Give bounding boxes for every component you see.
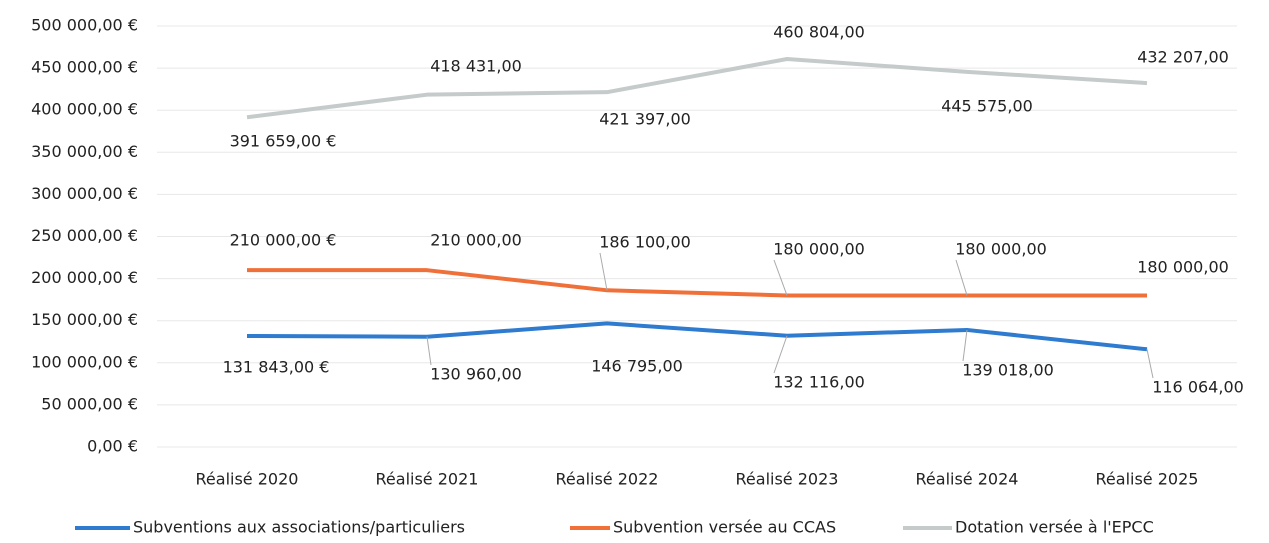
leader-line bbox=[773, 335, 788, 374]
data-label: 116 064,00 bbox=[1152, 378, 1244, 397]
data-label: 432 207,00 bbox=[1137, 48, 1229, 67]
data-label: 186 100,00 bbox=[599, 233, 691, 252]
y-tick-label: 350 000,00 € bbox=[31, 142, 138, 161]
legend-label: Dotation versée à l'EPCC bbox=[955, 518, 1154, 537]
y-tick-label: 300 000,00 € bbox=[31, 184, 138, 203]
series-line bbox=[246, 57, 1148, 120]
data-label: 180 000,00 bbox=[1137, 258, 1229, 277]
data-label: 139 018,00 bbox=[962, 361, 1054, 380]
legend-label: Subvention versée au CCAS bbox=[613, 518, 836, 537]
y-tick-label: 500 000,00 € bbox=[31, 16, 138, 35]
y-tick-label: 100 000,00 € bbox=[31, 352, 138, 371]
y-tick-label: 450 000,00 € bbox=[31, 58, 138, 77]
leader-line bbox=[955, 259, 968, 296]
y-tick-label: 50 000,00 € bbox=[41, 394, 138, 413]
leader-line bbox=[773, 259, 788, 296]
data-label: 180 000,00 bbox=[955, 240, 1047, 259]
legend-label: Subventions aux associations/particulier… bbox=[133, 518, 465, 537]
series-line bbox=[247, 268, 1147, 298]
leader-line bbox=[426, 336, 432, 366]
data-label: 421 397,00 bbox=[599, 110, 691, 129]
y-tick-label: 250 000,00 € bbox=[31, 226, 138, 245]
x-tick-label: Réalisé 2023 bbox=[736, 470, 839, 489]
y-tick-label: 400 000,00 € bbox=[31, 100, 138, 119]
data-label: 460 804,00 bbox=[773, 23, 865, 42]
data-label: 445 575,00 bbox=[941, 97, 1033, 116]
x-tick-label: Réalisé 2021 bbox=[376, 470, 479, 489]
data-label: 418 431,00 bbox=[430, 57, 522, 76]
leader-line bbox=[1146, 349, 1154, 379]
data-label: 132 116,00 bbox=[773, 373, 865, 392]
data-label: 130 960,00 bbox=[430, 365, 522, 384]
data-label: 131 843,00 € bbox=[223, 358, 330, 377]
data-label: 391 659,00 € bbox=[230, 132, 337, 151]
data-label: 210 000,00 bbox=[430, 231, 522, 250]
y-tick-label: 0,00 € bbox=[87, 437, 138, 456]
leader-line bbox=[962, 329, 968, 362]
x-tick-label: Réalisé 2025 bbox=[1096, 470, 1199, 489]
y-tick-label: 200 000,00 € bbox=[31, 268, 138, 287]
x-tick-label: Réalisé 2020 bbox=[196, 470, 299, 489]
data-label: 146 795,00 bbox=[591, 357, 683, 376]
x-tick-label: Réalisé 2024 bbox=[916, 470, 1019, 489]
data-label: 210 000,00 € bbox=[230, 231, 337, 250]
data-label: 180 000,00 bbox=[773, 240, 865, 259]
series-line bbox=[246, 321, 1148, 352]
leader-line bbox=[599, 252, 608, 291]
x-tick-label: Réalisé 2022 bbox=[556, 470, 659, 489]
y-tick-label: 150 000,00 € bbox=[31, 310, 138, 329]
